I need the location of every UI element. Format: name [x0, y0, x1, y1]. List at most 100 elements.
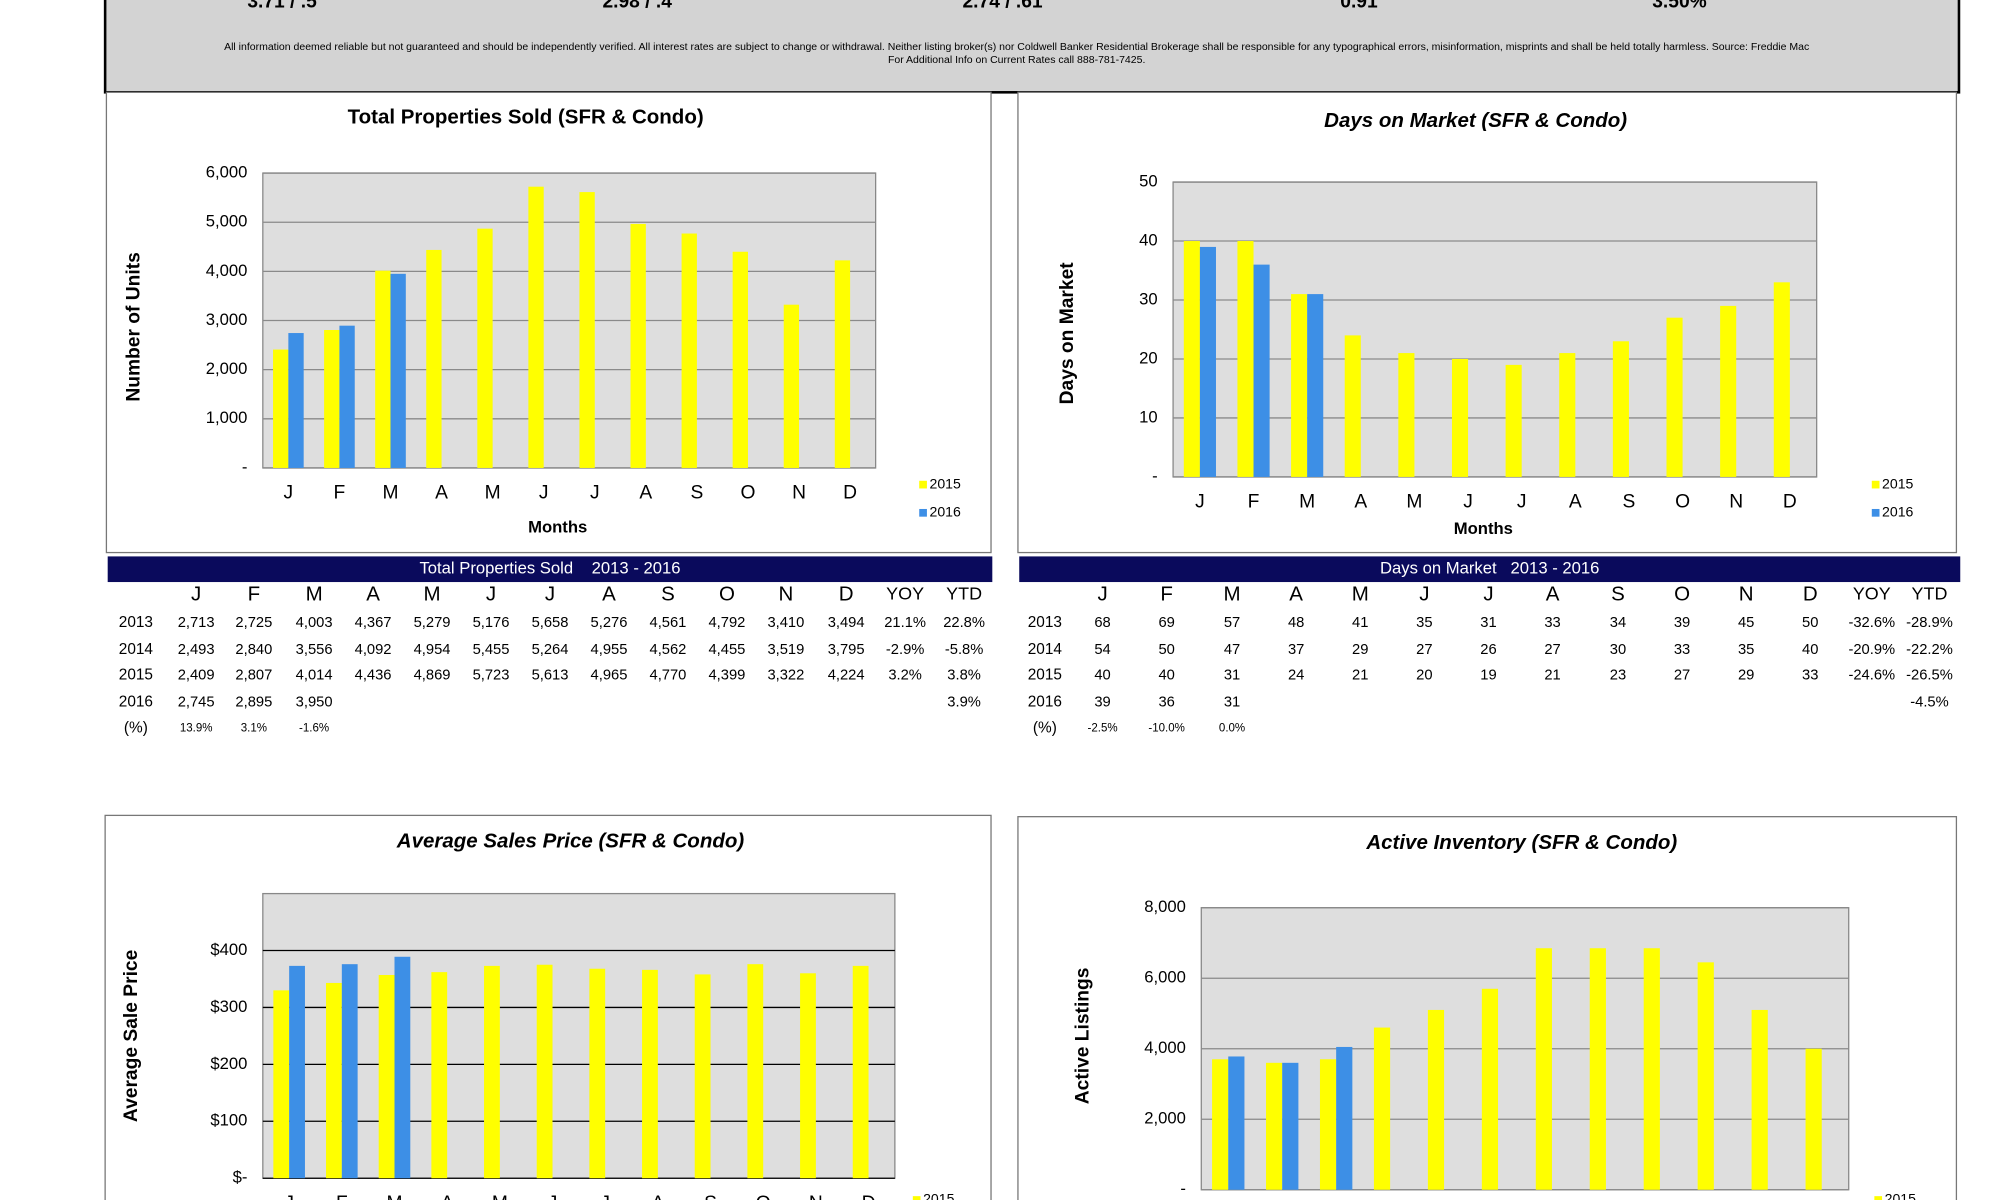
x-tick-label: A — [441, 1193, 454, 1200]
bar — [394, 956, 411, 1179]
bar — [324, 329, 340, 468]
table-title: Total Properties Sold 2013 - 2016 — [419, 559, 680, 578]
x-tick-label: S — [1623, 492, 1636, 513]
y-tick-label: 30 — [1139, 289, 1158, 308]
table-cell: 4,965 — [591, 668, 628, 684]
table-cell: 3,494 — [828, 615, 865, 631]
table-cell: -4.5% — [1910, 694, 1949, 710]
bar — [1481, 988, 1499, 1190]
table-cell: 23 — [1610, 668, 1626, 684]
table-cell: 2,409 — [178, 668, 215, 684]
table-cell: 4,955 — [591, 642, 628, 658]
x-tick-label: M — [1406, 492, 1422, 513]
table-cell: 47 — [1224, 642, 1240, 658]
bar — [681, 233, 697, 468]
y-tick-label: 4,000 — [206, 261, 248, 280]
table-cell: 4,455 — [708, 642, 745, 658]
bar — [1373, 1027, 1391, 1190]
y-tick-label: - — [1152, 466, 1158, 485]
x-tick-label: J — [1195, 492, 1205, 513]
y-tick-label: 50 — [1139, 171, 1158, 190]
table-cell: 21 — [1352, 668, 1368, 684]
x-tick-label: S — [704, 1193, 717, 1200]
bar — [1589, 948, 1606, 1190]
y-tick-label: 20 — [1139, 348, 1158, 367]
disclaimer: All information deemed reliable but not … — [224, 41, 1809, 53]
bar — [694, 974, 711, 1179]
table-cell: 37 — [1288, 642, 1304, 658]
column-header: A — [602, 582, 616, 605]
legend-swatch — [919, 508, 927, 517]
disclaimer: For Additional Info on Current Rates cal… — [888, 54, 1145, 66]
table-cell: 5,276 — [591, 615, 628, 631]
y-tick-label: 4,000 — [1144, 1038, 1186, 1057]
bar — [630, 223, 646, 468]
row-label: 2014 — [119, 641, 154, 658]
bar — [852, 965, 869, 1179]
table-cell: 4,399 — [708, 668, 745, 684]
bar — [339, 325, 355, 468]
table-title-bar — [107, 556, 993, 583]
row-label: 2014 — [1028, 641, 1063, 658]
table-cell: 68 — [1094, 615, 1110, 631]
column-header: J — [191, 582, 201, 605]
bar — [289, 965, 305, 1179]
y-tick-label: 8,000 — [1144, 897, 1186, 916]
legend-label: 2015 — [923, 1191, 955, 1200]
legend-swatch — [912, 1196, 921, 1200]
bar — [536, 964, 553, 1179]
rate-value: 0.91 — [1340, 0, 1378, 13]
x-tick-label: O — [1675, 492, 1690, 513]
legend-label: 2015 — [1882, 475, 1914, 491]
table-cell: 35 — [1738, 642, 1754, 658]
bar — [288, 333, 304, 468]
table-cell: 3,519 — [767, 642, 804, 658]
column-header: YTD — [946, 584, 982, 604]
column-header: A — [366, 582, 380, 605]
plot-area — [262, 892, 896, 1179]
bar — [1344, 335, 1361, 477]
x-tick-label: J — [1463, 492, 1473, 513]
legend-swatch — [1871, 508, 1880, 517]
table-cell: 2,493 — [178, 642, 215, 658]
table-cell: 21.1% — [884, 615, 926, 631]
table-cell: 21 — [1544, 668, 1560, 684]
table-cell: 39 — [1674, 615, 1690, 631]
bar — [431, 972, 448, 1179]
table-cell: 27 — [1416, 642, 1432, 658]
bar — [1559, 353, 1576, 477]
table-cell: 57 — [1224, 615, 1240, 631]
row-label: 2016 — [1028, 694, 1062, 711]
bar — [1336, 1046, 1353, 1190]
bar — [1612, 341, 1629, 477]
rate-value: 3.71 / .5 — [247, 0, 317, 13]
bar — [1398, 353, 1415, 477]
bar — [747, 964, 764, 1179]
table-cell: 5,176 — [473, 615, 510, 631]
table-cell: 34 — [1610, 615, 1626, 631]
bar — [1228, 1056, 1245, 1190]
table-cell: 4,792 — [708, 615, 745, 631]
table-cell: 27 — [1674, 668, 1690, 684]
legend-label: 2016 — [1882, 504, 1914, 520]
table-cell: 5,658 — [532, 615, 569, 631]
table-cell: 5,613 — [532, 668, 569, 684]
x-tick-label: J — [1517, 492, 1527, 513]
bar — [1697, 962, 1714, 1190]
x-tick-label: A — [1569, 492, 1582, 513]
bar — [732, 251, 748, 468]
table-cell: 50 — [1802, 615, 1818, 631]
bar — [273, 990, 290, 1179]
bar — [1183, 241, 1200, 477]
x-tick-label: O — [740, 483, 755, 504]
table-cell: 41 — [1352, 615, 1368, 631]
bar — [1773, 282, 1790, 477]
bar — [1266, 1062, 1283, 1190]
table-cell: 30 — [1610, 642, 1626, 658]
table-cell: 29 — [1352, 642, 1368, 658]
bar — [800, 973, 816, 1179]
table-cell: 19 — [1480, 668, 1496, 684]
bar — [834, 260, 851, 468]
table-cell: 50 — [1158, 642, 1174, 658]
column-header: A — [1289, 582, 1303, 605]
